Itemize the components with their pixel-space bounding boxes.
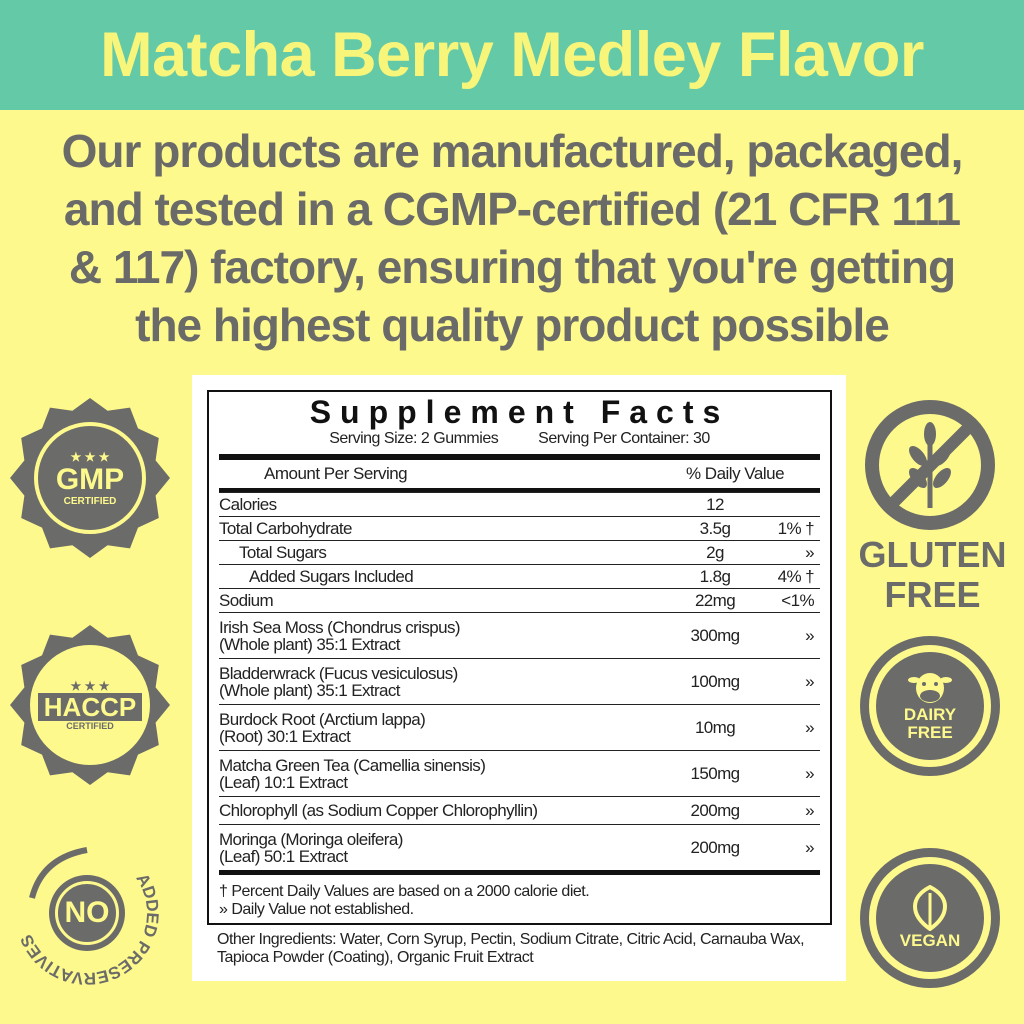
quality-statement: Our products are manufactured, packaged,…	[0, 122, 1024, 354]
row-amount: 12	[706, 495, 724, 514]
row-amount: 200mg	[690, 838, 741, 857]
headline-line: and tested in a CGMP-certified (21 CFR 1…	[63, 183, 961, 235]
footnote-dv: † Percent Daily Values are based on a 20…	[219, 883, 590, 900]
row-dv: <1%	[781, 591, 814, 610]
row-dv: »	[805, 801, 814, 820]
row-dv: »	[805, 672, 814, 691]
row-amount: 200mg	[690, 801, 741, 820]
gluten-free-label: GLUTEN FREE	[845, 535, 1020, 615]
row-sub: (Whole plant) 35:1 Extract	[219, 680, 401, 700]
haccp-label: HACCP	[37, 693, 143, 721]
row-amount: 150mg	[690, 764, 741, 783]
no-preservatives-icon: ADDED PRESERVATIVES NO	[12, 838, 162, 988]
dairy-line: DAIRY	[903, 705, 957, 724]
haccp-seal-icon: ★ ★ ★ HACCP CERTIFIED	[10, 625, 170, 785]
cow-icon: DAIRY FREE	[860, 636, 1000, 776]
facts-title: Supplement Facts	[309, 394, 730, 430]
free-line: FREE	[907, 723, 953, 742]
row-dv: »	[805, 626, 814, 645]
table-row: Total Carbohydrate 3.5g 1% †	[219, 516, 820, 540]
gmp-label: GMP	[55, 462, 125, 496]
headline-line: the highest quality product possible	[135, 299, 890, 351]
no-label: NO	[55, 881, 119, 945]
row-dv: »	[805, 764, 814, 783]
serving-info: Serving Size: 2 Gummies Serving Per Cont…	[219, 430, 820, 448]
table-row: Burdock Root (Arctium lappa) (Root) 30:1 …	[219, 704, 820, 750]
table-row: Total Sugars 2g »	[219, 540, 820, 564]
row-amount: 100mg	[690, 672, 741, 691]
row-name: Burdock Root (Arctium lappa)	[219, 709, 426, 729]
row-amount: 300mg	[690, 626, 741, 645]
row-sub: (Root) 30:1 Extract	[219, 726, 351, 746]
wheat-crossed-icon	[863, 398, 998, 533]
row-dv: »	[805, 543, 814, 562]
row-name: Sodium	[219, 591, 274, 610]
vegan-label: VEGAN	[899, 931, 961, 950]
serving-size: Serving Size: 2 Gummies	[329, 430, 499, 447]
table-row: Matcha Green Tea (Camellia sinensis) (Lea…	[219, 750, 820, 796]
row-name: Moringa (Moringa oleifera)	[219, 829, 403, 849]
row-dv: »	[805, 838, 814, 857]
row-name: Bladderwrack (Fucus vesiculosus)	[219, 663, 458, 683]
row-name: Calories	[219, 495, 277, 514]
gluten-line: GLUTEN	[858, 534, 1007, 575]
haccp-certified-label: CERTIFIED	[66, 721, 114, 731]
supplement-panel: Supplement Facts Serving Size: 2 Gummies…	[192, 375, 846, 981]
row-name: Chlorophyll (as Sodium Copper Chlorophyl…	[219, 801, 538, 820]
row-amount: 2g	[706, 543, 724, 562]
headline-line: & 117) factory, ensuring that you're get…	[68, 241, 956, 293]
table-row: Added Sugars Included 1.8g 4% †	[219, 564, 820, 588]
row-dv: 1% †	[777, 519, 815, 538]
row-sub: (Leaf) 50:1 Extract	[219, 846, 348, 866]
row-amount: 22mg	[694, 591, 736, 610]
row-name: Irish Sea Moss (Chondrus crispus)	[219, 617, 461, 637]
table-row: Calories 12	[219, 492, 820, 516]
row-dv: 4% †	[777, 567, 815, 586]
dv-header: % Daily Value	[685, 464, 785, 483]
gmp-seal-icon: ★ ★ ★ GMP CERTIFIED	[10, 398, 170, 558]
row-name: Added Sugars Included	[249, 567, 414, 586]
supplement-facts-table: Supplement Facts Serving Size: 2 Gummies…	[207, 390, 832, 925]
table-row: Irish Sea Moss (Chondrus crispus) (Whole …	[219, 612, 820, 658]
row-amount: 3.5g	[699, 519, 731, 538]
row-dv: »	[805, 718, 814, 737]
title-banner: Matcha Berry Medley Flavor	[0, 0, 1024, 110]
gmp-certified-label: CERTIFIED	[63, 495, 117, 507]
free-line: FREE	[884, 574, 981, 615]
row-sub: (Whole plant) 35:1 Extract	[219, 634, 401, 654]
table-row: Moringa (Moringa oleifera) (Leaf) 50:1 Ex…	[219, 824, 820, 870]
table-row: Chlorophyll (as Sodium Copper Chlorophyl…	[219, 796, 820, 824]
servings-per-container: Serving Per Container: 30	[538, 430, 710, 447]
table-row: Sodium 22mg <1%	[219, 588, 820, 612]
row-name: Total Sugars	[239, 543, 327, 562]
other-ingredients: Other Ingredients: Water, Corn Syrup, Pe…	[217, 931, 805, 966]
headline-line: Our products are manufactured, packaged,	[61, 125, 964, 177]
table-row: Bladderwrack (Fucus vesiculosus) (Whole p…	[219, 658, 820, 704]
flavor-title: Matcha Berry Medley Flavor	[100, 20, 924, 90]
leaf-icon: VEGAN	[860, 848, 1000, 988]
row-amount: 1.8g	[699, 567, 731, 586]
table-header: Amount Per Serving % Daily Value	[219, 460, 820, 488]
row-amount: 10mg	[694, 718, 736, 737]
amount-header: Amount Per Serving	[264, 464, 408, 483]
row-name: Matcha Green Tea (Camellia sinensis)	[219, 755, 486, 775]
row-sub: (Leaf) 10:1 Extract	[219, 772, 348, 792]
footnotes: † Percent Daily Values are based on a 20…	[219, 870, 820, 919]
footnote-not-established: » Daily Value not established.	[219, 901, 414, 918]
row-name: Total Carbohydrate	[219, 519, 352, 538]
